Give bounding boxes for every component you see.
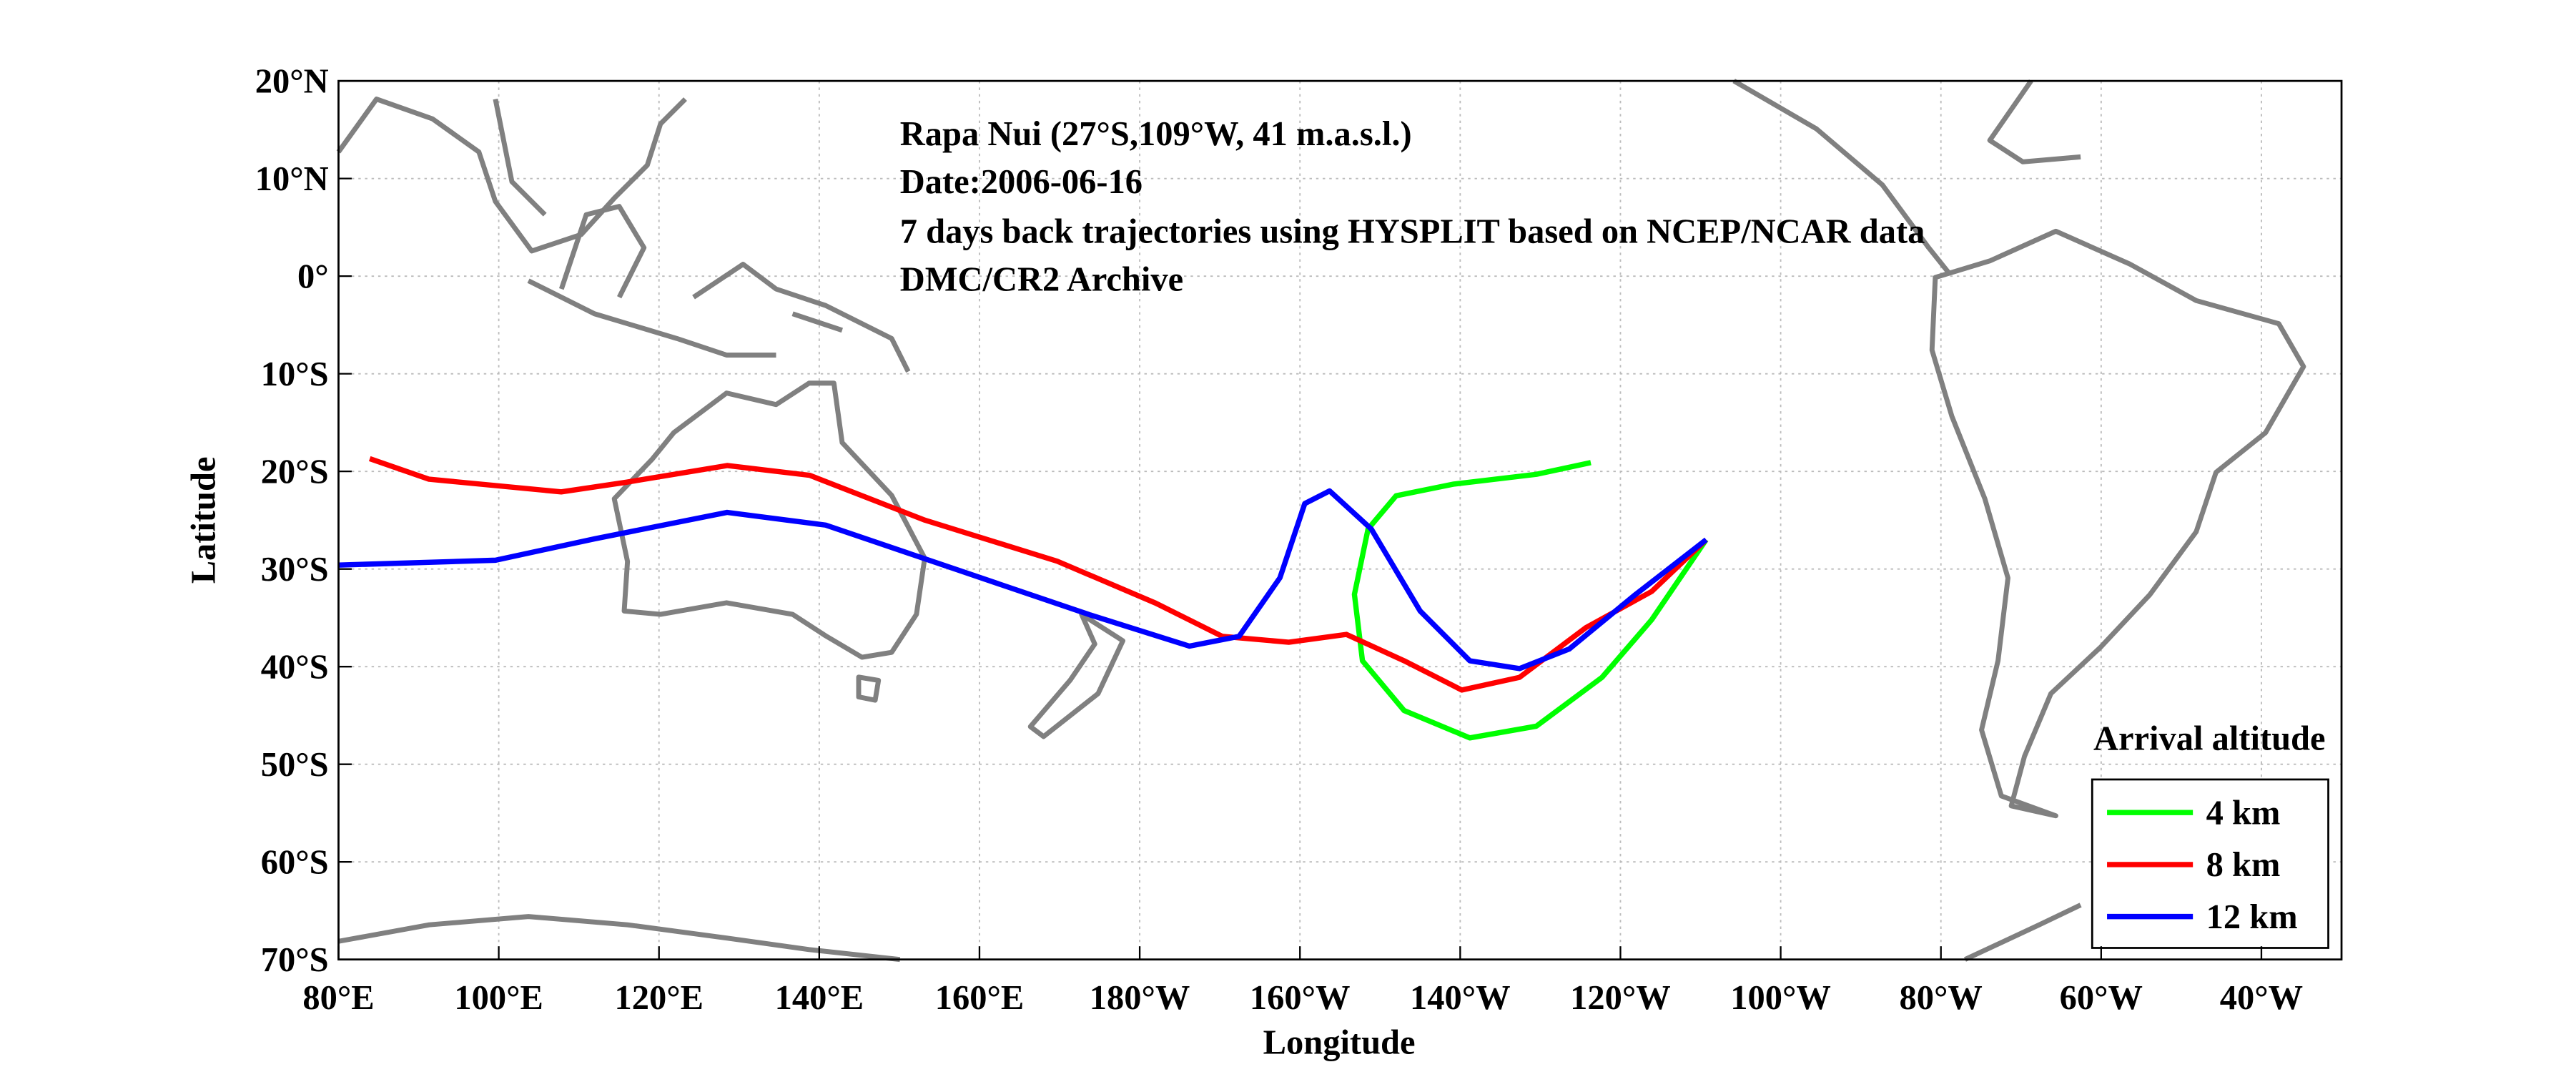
- annotation: 7 days back trajectories using HYSPLIT b…: [900, 212, 1925, 250]
- y-tick-label: 60°S: [261, 843, 329, 881]
- x-tick-label: 120°E: [614, 979, 703, 1017]
- coast-north-america: [1732, 79, 2081, 275]
- coast-asia: [336, 97, 911, 373]
- y-tick-label: 10°N: [255, 160, 329, 198]
- legend-box: [2091, 778, 2329, 949]
- legend: 4 km 8 km 12 km: [2091, 778, 2329, 949]
- x-tick-label: 80°W: [1900, 979, 1983, 1017]
- coastlines: [336, 79, 2306, 963]
- y-tick-label: 10°S: [261, 355, 329, 393]
- annotation: DMC/CR2 Archive: [900, 260, 1183, 298]
- y-tick-label: 30°S: [261, 551, 329, 589]
- trajectory-line: [1351, 460, 1709, 741]
- legend-label: 4 km: [2206, 794, 2281, 832]
- x-tick-label: 100°E: [454, 979, 543, 1017]
- y-tick-label: 20°N: [255, 62, 329, 100]
- annotations: Rapa Nui (27°S,109°W, 41 m.a.s.l.) Date:…: [900, 115, 1925, 298]
- x-tick-label: 120°W: [1570, 979, 1671, 1017]
- x-tick-label: 160°W: [1250, 979, 1351, 1017]
- x-tick-label: 100°W: [1730, 979, 1831, 1017]
- x-tick-label: 140°E: [775, 979, 864, 1017]
- y-axis-label: Latitude: [184, 457, 222, 584]
- legend-label: 8 km: [2206, 846, 2281, 884]
- trajectories: [338, 456, 1709, 741]
- coast-new-zealand: [1027, 611, 1126, 739]
- plot-area: [338, 81, 2342, 960]
- y-tick-label: 50°S: [261, 746, 329, 784]
- annotation: Rapa Nui (27°S,109°W, 41 m.a.s.l.): [900, 115, 1412, 153]
- trajectory-line: [368, 456, 1708, 693]
- x-tick-label: 60°W: [2060, 979, 2143, 1017]
- y-tick-label: 20°S: [261, 453, 329, 491]
- x-tick-label: 80°E: [302, 979, 374, 1017]
- x-tick-label: 180°W: [1090, 979, 1190, 1017]
- annotation: Date:2006-06-16: [900, 163, 1143, 201]
- coast-south-america: [1929, 228, 2306, 819]
- y-tick-label: 0°: [297, 257, 329, 295]
- x-tick-label: 140°W: [1410, 979, 1511, 1017]
- plot-frame: [337, 79, 2343, 961]
- y-tick-label: 70°S: [261, 941, 329, 979]
- x-tick-label: 40°W: [2220, 979, 2303, 1017]
- coast-australia: [611, 380, 927, 660]
- legend-label: 12 km: [2206, 898, 2298, 936]
- trajectory-line: [338, 488, 1708, 672]
- coast-antarctica: [337, 903, 2082, 963]
- x-tick-label: 160°E: [935, 979, 1024, 1017]
- legend-title: Arrival altitude: [2093, 719, 2326, 757]
- y-tick-label: 40°S: [261, 648, 329, 686]
- coast-tasmania: [856, 674, 882, 703]
- x-axis-label: Longitude: [1263, 1023, 1416, 1061]
